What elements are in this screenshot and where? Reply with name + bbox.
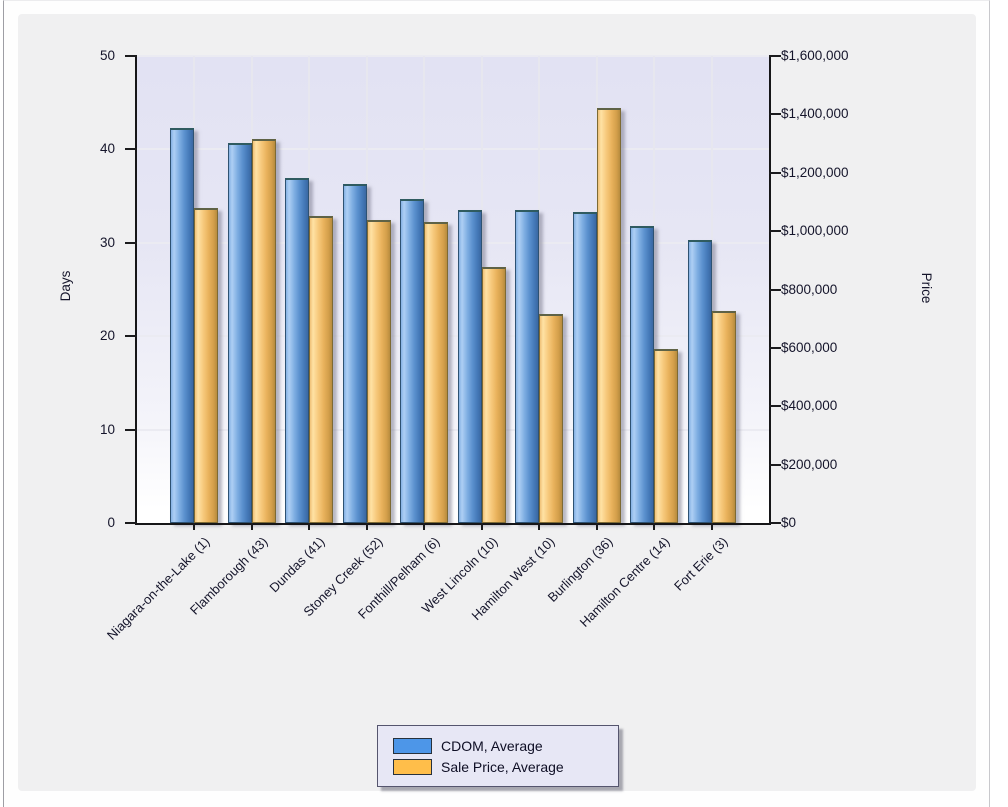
y-axis-tick-label-right: $1,400,000 [781, 106, 849, 122]
x-axis-tick [538, 523, 541, 530]
y-axis-tick-right [769, 113, 781, 116]
gridline-horizontal [137, 428, 769, 431]
bar-sale-price-average [539, 314, 564, 523]
gridline-horizontal [137, 148, 769, 151]
gridline-horizontal [137, 241, 769, 244]
x-axis-tick [365, 523, 368, 530]
y-axis-tick-left [125, 335, 137, 338]
bar-sale-price-average [194, 208, 219, 523]
window: Days Price CDOM, Average Sale Price, Aver… [3, 0, 990, 807]
x-axis-tick [710, 523, 713, 530]
y-axis-tick-label-left: 30 [99, 234, 115, 250]
bar-cdom-average [572, 212, 597, 523]
bar-sale-price-average [309, 216, 334, 523]
gridline-vertical [710, 56, 713, 523]
y-axis-left-line [135, 56, 137, 525]
y-axis-tick-label-right: $400,000 [781, 398, 838, 414]
y-axis-tick-label-left: 50 [99, 48, 115, 63]
gridline-horizontal [137, 55, 769, 57]
legend-swatch-cdom [393, 737, 432, 754]
y-axis-tick-right [769, 346, 781, 349]
x-axis-tick [595, 523, 598, 530]
bar-sale-price-average [481, 267, 506, 523]
bar-sale-price-average [596, 108, 621, 523]
y-axis-tick-label-left: 10 [99, 421, 115, 437]
x-axis-tick [250, 523, 253, 530]
y-axis-tick-left [125, 241, 137, 244]
y-axis-tick-right [769, 522, 781, 524]
y-axis-tick-label-right: $1,600,000 [781, 48, 849, 63]
bar-cdom-average [457, 210, 482, 523]
y-axis-tick-right [769, 463, 781, 466]
bar-cdom-average [170, 128, 195, 523]
y-axis-tick-left [125, 522, 137, 524]
bar-sale-price-average [251, 139, 276, 523]
bar-cdom-average [687, 240, 712, 523]
legend-row: Sale Price, Average [393, 756, 618, 777]
gridline-vertical [538, 56, 541, 523]
y-axis-tick-right [769, 230, 781, 233]
y-axis-tick-right [769, 171, 781, 174]
bar-cdom-average [630, 226, 655, 523]
x-axis-tick [480, 523, 483, 530]
bar-sale-price-average [424, 222, 449, 523]
plot-area [137, 55, 769, 523]
left-axis-title: Days [58, 270, 73, 302]
bar-cdom-average [342, 184, 367, 523]
y-axis-tick-label-right: $600,000 [781, 339, 838, 355]
bar-cdom-average [400, 199, 425, 523]
y-axis-tick-label-left: 0 [107, 515, 115, 530]
chart-panel: Days Price CDOM, Average Sale Price, Aver… [18, 14, 976, 791]
bar-cdom-average [227, 143, 252, 523]
x-axis-tick [193, 523, 196, 530]
legend-row: CDOM, Average [393, 735, 618, 756]
x-axis-tick [423, 523, 426, 530]
legend-swatch-sale-price [393, 758, 432, 775]
y-axis-tick-label-right: $800,000 [781, 281, 838, 297]
y-axis-tick-label-left: 40 [99, 141, 115, 157]
gridline-vertical [653, 56, 656, 523]
x-axis-line [135, 523, 771, 525]
y-axis-tick-left [125, 428, 137, 431]
bar-cdom-average [515, 210, 540, 523]
y-axis-tick-right [769, 288, 781, 291]
y-axis-tick-label-right: $0 [781, 515, 797, 530]
bar-cdom-average [285, 178, 310, 523]
y-axis-tick-label-right: $1,200,000 [781, 164, 849, 180]
y-axis-tick-label-right: $200,000 [781, 456, 838, 472]
y-axis-tick-right [769, 55, 781, 57]
y-axis-tick-left [125, 148, 137, 151]
y-axis-right-line [769, 56, 771, 525]
legend-rows: CDOM, Average Sale Price, Average [393, 735, 618, 777]
x-axis-tick [308, 523, 311, 530]
legend: CDOM, Average Sale Price, Average [377, 725, 619, 787]
right-axis-title: Price [919, 272, 934, 304]
gridline-horizontal [137, 335, 769, 338]
y-axis-tick-right [769, 405, 781, 408]
legend-label: Sale Price, Average [441, 758, 564, 775]
y-axis-tick-label-right: $1,000,000 [781, 223, 849, 239]
y-axis-tick-left [125, 55, 137, 57]
y-axis-tick-label-left: 20 [99, 328, 115, 344]
bar-sale-price-average [654, 349, 679, 523]
bar-sale-price-average [711, 311, 736, 523]
legend-label: CDOM, Average [441, 737, 543, 754]
bar-sale-price-average [366, 220, 391, 523]
x-axis-tick [653, 523, 656, 530]
